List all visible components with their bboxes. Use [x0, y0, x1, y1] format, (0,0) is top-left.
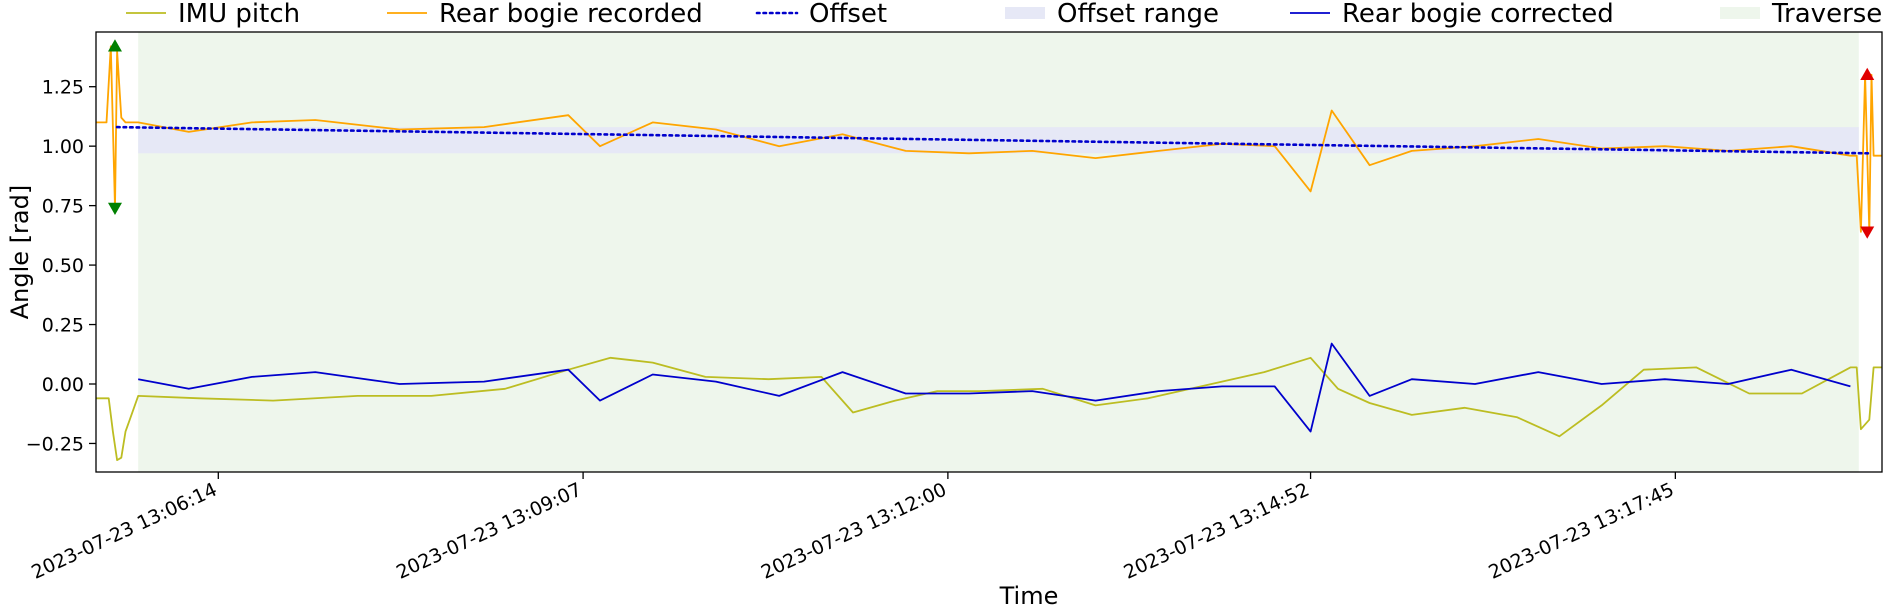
shaded-regions [138, 32, 1859, 472]
y-tick-label: 0.50 [42, 255, 84, 277]
legend-label: Rear bogie recorded [439, 0, 703, 29]
legend-label: Rear bogie corrected [1342, 0, 1614, 29]
series-offset [115, 125, 1871, 155]
x-axis-ticks: 2023-07-23 13:06:14 2023-07-23 13:09:07 20… [28, 472, 1677, 584]
series-imu-pitch [96, 356, 1882, 462]
legend-swatch [1720, 7, 1760, 19]
x-tick-label: 2023-07-23 13:12:00 [758, 479, 950, 584]
legend-item: Offset range [1005, 0, 1219, 29]
y-tick-label: 0.00 [42, 374, 84, 396]
y-tick-label: 1.25 [42, 77, 84, 99]
y-tick-label: 0.25 [42, 315, 84, 337]
x-tick-label: 2023-07-23 13:17:45 [1485, 479, 1677, 584]
legend-label: Offset range [1057, 0, 1219, 29]
x-tick-label: 2023-07-23 13:06:14 [28, 479, 220, 584]
legend-item: IMU pitch [126, 0, 300, 29]
y-tick-label: 1.00 [42, 136, 84, 158]
series-lines [96, 45, 1882, 462]
legend-label: Offset [809, 0, 887, 29]
legend-item: Rear bogie recorded [387, 0, 703, 29]
y-axis-label: Angle [rad] [6, 185, 34, 319]
y-tick-label: −0.25 [26, 433, 84, 455]
plot-frame [95, 31, 1883, 473]
legend-label: Traverse [1771, 0, 1882, 29]
legend-item: Offset [755, 0, 887, 29]
legend-item: Rear bogie corrected [1290, 0, 1614, 29]
x-tick-label: 2023-07-23 13:09:07 [393, 479, 585, 584]
traverse-region [138, 32, 1859, 472]
legend: IMU pitch Rear bogie recorded Offset Offset… [126, 0, 1882, 29]
y-tick-label: 0.75 [42, 196, 84, 218]
marker-max-triangle-up [107, 39, 122, 52]
marker-min-triangle-down [1860, 226, 1875, 239]
legend-label: IMU pitch [178, 0, 300, 29]
legend-item: Traverse [1720, 0, 1882, 29]
series-rear-bogie-corrected [138, 342, 1851, 433]
y-axis-ticks: −0.25 0.00 0.25 0.50 0.75 1.00 1.25 [26, 77, 96, 455]
marker-min-triangle-down [107, 202, 122, 215]
x-tick-label: 2023-07-23 13:14:52 [1120, 479, 1312, 584]
legend-swatch [1005, 7, 1045, 19]
extreme-markers [107, 39, 1875, 239]
marker-max-triangle-up [1860, 67, 1875, 81]
x-axis-label: Time [999, 582, 1059, 608]
